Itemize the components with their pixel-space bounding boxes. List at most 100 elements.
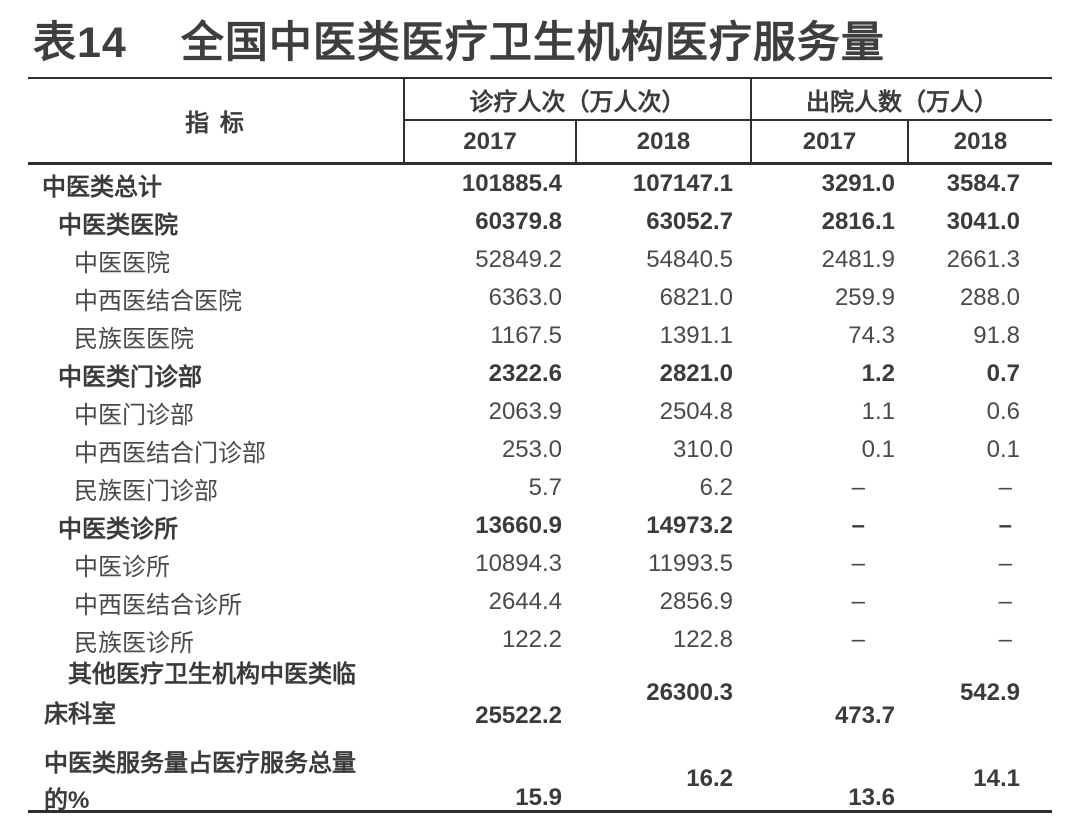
cell-value: 253.0 bbox=[501, 436, 562, 463]
row-label: 中医类服务量占医疗服务总量 的% bbox=[44, 750, 356, 814]
cell-value: 0.1 bbox=[986, 436, 1020, 463]
row-label: 中医门诊部 bbox=[74, 401, 194, 429]
cell-value: 5.7 bbox=[528, 474, 562, 501]
cell-value: 122.2 bbox=[501, 626, 562, 653]
cell-value: 2322.6 bbox=[488, 360, 562, 387]
cell-value: – bbox=[851, 626, 865, 653]
row-label: 民族医诊所 bbox=[74, 629, 194, 657]
header-year-visits-2018: 2018 bbox=[575, 121, 750, 162]
row-label: 中医类总计 bbox=[42, 173, 162, 201]
cell-value: 2644.4 bbox=[488, 588, 562, 615]
cell-value: 1.1 bbox=[861, 398, 895, 425]
cell-value: 13.6 bbox=[848, 784, 895, 811]
cell-value: 14973.2 bbox=[646, 512, 733, 539]
cell-value: 25522.2 bbox=[475, 702, 562, 729]
row-label: 中医诊所 bbox=[74, 553, 170, 581]
cell-value: 2661.3 bbox=[946, 246, 1020, 273]
cell-value: 54840.5 bbox=[646, 246, 733, 273]
cell-value: 259.9 bbox=[834, 284, 895, 311]
cell-value: 26300.3 bbox=[646, 679, 733, 706]
cell-value: 1391.1 bbox=[659, 322, 733, 349]
cell-value: 0.1 bbox=[861, 436, 895, 463]
row-label: 中西医结合门诊部 bbox=[74, 439, 266, 467]
table-row: 中医医院 52849.2 54840.5 2481.9 2661.3 bbox=[28, 241, 1052, 279]
table-row: 民族医门诊部 5.7 6.2 – – bbox=[28, 469, 1052, 507]
row-label: 中医类诊所 bbox=[58, 515, 178, 543]
cell-value: 13660.9 bbox=[475, 512, 562, 539]
cell-value: 15.9 bbox=[515, 784, 562, 811]
cell-value: 288.0 bbox=[959, 284, 1020, 311]
cell-value: 2816.1 bbox=[821, 208, 895, 235]
table-body: 中医类总计 101885.4 107147.1 3291.0 3584.7 中医类医院 60… bbox=[28, 165, 1052, 814]
cell-value: 6.2 bbox=[699, 474, 733, 501]
cell-value: 101885.4 bbox=[461, 170, 562, 197]
cell-value: – bbox=[851, 588, 865, 615]
cell-value: – bbox=[998, 588, 1012, 615]
cell-value: 107147.1 bbox=[632, 170, 733, 197]
table-row: 中医诊所 10894.3 11993.5 – – bbox=[28, 545, 1052, 583]
table-row: 中西医结合诊所 2644.4 2856.9 – – bbox=[28, 583, 1052, 621]
header-group-visits: 诊疗人次（万人次） bbox=[403, 79, 750, 121]
cell-value: 542.9 bbox=[959, 679, 1020, 706]
cell-value: 2063.9 bbox=[488, 398, 562, 425]
cell-value: 10894.3 bbox=[475, 550, 562, 577]
table-header: 指 标 诊疗人次（万人次） 出院人数（万人） 2017 2018 2017 20… bbox=[28, 77, 1052, 165]
cell-value: 63052.7 bbox=[646, 208, 733, 235]
cell-value: 3041.0 bbox=[946, 208, 1020, 235]
cell-value: 2856.9 bbox=[659, 588, 733, 615]
cell-value: – bbox=[998, 626, 1012, 653]
cell-value: 2821.0 bbox=[659, 360, 733, 387]
cell-value: 11993.5 bbox=[648, 550, 733, 577]
table-number: 表14 bbox=[33, 19, 127, 67]
cell-value: 91.8 bbox=[973, 322, 1020, 349]
header-indicator: 指 标 bbox=[185, 110, 246, 137]
table-row: 中医门诊部 2063.9 2504.8 1.1 0.6 bbox=[28, 393, 1052, 431]
header-year-visits-2017: 2017 bbox=[403, 121, 575, 162]
row-label: 中医类医院 bbox=[58, 211, 178, 239]
header-year-discharges-2017: 2017 bbox=[750, 121, 907, 162]
cell-value: 6821.0 bbox=[659, 284, 733, 311]
cell-value: 6363.0 bbox=[488, 284, 562, 311]
row-label: 中医类门诊部 bbox=[58, 363, 202, 391]
row-label: 其他医疗卫生机构中医类临 床科室 bbox=[44, 661, 356, 728]
table-row: 中医类医院 60379.8 63052.7 2816.1 3041.0 bbox=[28, 203, 1052, 241]
table-row: 中西医结合医院 6363.0 6821.0 259.9 288.0 bbox=[28, 279, 1052, 317]
cell-value: 2504.8 bbox=[659, 398, 733, 425]
cell-value: 3584.7 bbox=[946, 170, 1020, 197]
page-title: 表14 全国中医类医疗卫生机构医疗服务量 bbox=[33, 4, 885, 74]
table-row: 民族医诊所 122.2 122.8 – – bbox=[28, 621, 1052, 659]
row-label: 民族医门诊部 bbox=[74, 477, 218, 505]
cell-value: 1167.5 bbox=[490, 322, 562, 349]
table-row: 中医类门诊部 2322.6 2821.0 1.2 0.7 bbox=[28, 355, 1052, 393]
table-row: 中医类服务量占医疗服务总量 的% 15.9 16.2 13.6 14.1 bbox=[28, 743, 1052, 814]
service-volume-table: 指 标 诊疗人次（万人次） 出院人数（万人） 2017 2018 2017 20… bbox=[28, 77, 1052, 814]
cell-value: – bbox=[851, 512, 865, 539]
cell-value: 74.3 bbox=[848, 322, 895, 349]
cell-value: 0.7 bbox=[986, 360, 1020, 387]
cell-value: – bbox=[998, 512, 1012, 539]
table-row: 中医类总计 101885.4 107147.1 3291.0 3584.7 bbox=[28, 165, 1052, 203]
table-row: 中西医结合门诊部 253.0 310.0 0.1 0.1 bbox=[28, 431, 1052, 469]
cell-value: 16.2 bbox=[686, 765, 733, 792]
table-row: 其他医疗卫生机构中医类临 床科室 25522.2 26300.3 473.7 542.9 bbox=[28, 659, 1052, 743]
cell-value: – bbox=[851, 474, 865, 501]
table-row: 民族医医院 1167.5 1391.1 74.3 91.8 bbox=[28, 317, 1052, 355]
cell-value: 122.8 bbox=[672, 626, 733, 653]
row-label: 民族医医院 bbox=[74, 325, 194, 353]
cell-value: – bbox=[998, 474, 1012, 501]
header-group-discharges: 出院人数（万人） bbox=[750, 79, 1052, 121]
row-label: 中西医结合诊所 bbox=[74, 591, 242, 619]
cell-value: 60379.8 bbox=[475, 208, 562, 235]
cell-value: 3291.0 bbox=[821, 170, 895, 197]
table-title-text: 全国中医类医疗卫生机构医疗服务量 bbox=[180, 19, 885, 67]
cell-value: 310.0 bbox=[672, 436, 733, 463]
cell-value: 14.1 bbox=[973, 765, 1020, 792]
row-label: 中西医结合医院 bbox=[74, 287, 242, 315]
table-row: 中医类诊所 13660.9 14973.2 – – bbox=[28, 507, 1052, 545]
cell-value: 0.6 bbox=[986, 398, 1020, 425]
cell-value: 52849.2 bbox=[475, 246, 562, 273]
header-year-discharges-2018: 2018 bbox=[907, 121, 1052, 162]
cell-value: 1.2 bbox=[861, 360, 895, 387]
cell-value: 473.7 bbox=[834, 702, 895, 729]
